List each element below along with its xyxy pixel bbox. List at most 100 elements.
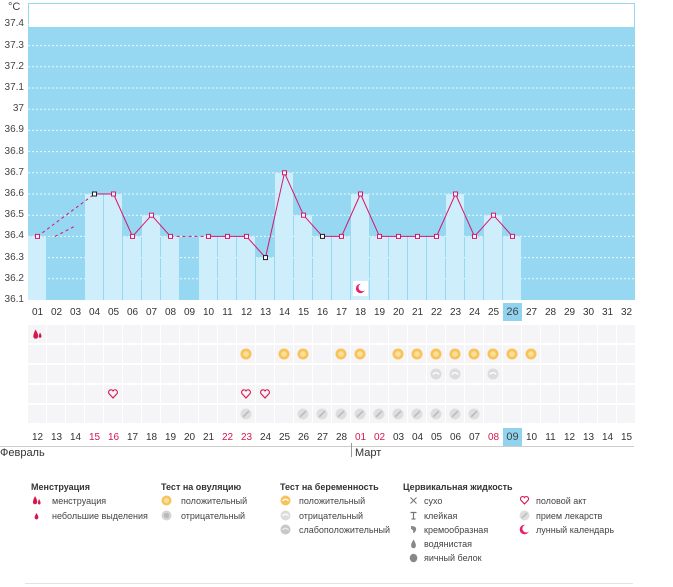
grid-cell[interactable] [465,385,483,403]
grid-cell[interactable] [180,325,198,343]
grid-cell[interactable] [313,385,331,403]
grid-cell[interactable] [389,365,407,383]
grid-cell[interactable] [66,365,84,383]
grid-cell[interactable] [408,325,426,343]
grid-cell[interactable] [389,325,407,343]
grid-cell[interactable] [199,385,217,403]
grid-cell[interactable] [465,325,483,343]
grid-cell[interactable] [294,365,312,383]
grid-cell[interactable] [294,385,312,403]
grid-cell[interactable] [351,385,369,403]
grid-cell[interactable] [579,345,597,363]
grid-cell[interactable] [446,345,464,363]
grid-cell[interactable] [28,345,46,363]
grid-cell[interactable] [66,345,84,363]
grid-cell[interactable] [237,325,255,343]
grid-cell[interactable] [237,365,255,383]
grid-cell[interactable] [275,365,293,383]
grid-cell[interactable] [161,405,179,423]
grid-cell[interactable] [560,385,578,403]
grid-cell[interactable] [465,405,483,423]
grid-cell[interactable] [598,325,616,343]
grid-cell[interactable] [484,385,502,403]
calendar-date[interactable]: 10 [525,432,538,443]
cycle-day-number[interactable]: 21 [411,307,424,318]
cycle-day-number[interactable]: 13 [259,307,272,318]
grid-cell[interactable] [66,405,84,423]
grid-cell[interactable] [142,385,160,403]
cycle-day-number[interactable]: 12 [240,307,253,318]
grid-cell[interactable] [218,325,236,343]
grid-cell[interactable] [180,385,198,403]
cycle-day-number[interactable]: 18 [354,307,367,318]
grid-cell[interactable] [275,325,293,343]
cycle-day-number[interactable]: 08 [164,307,177,318]
grid-cell[interactable] [503,385,521,403]
grid-cell[interactable] [484,405,502,423]
grid-cell[interactable] [104,385,122,403]
grid-cell[interactable] [465,345,483,363]
grid-cell[interactable] [427,385,445,403]
calendar-date[interactable]: 09 [503,428,522,446]
grid-cell[interactable] [408,345,426,363]
calendar-date[interactable]: 04 [411,432,424,443]
calendar-date[interactable]: 01 [354,432,367,443]
cycle-day-number[interactable]: 32 [620,307,633,318]
cycle-day-number[interactable]: 05 [107,307,120,318]
grid-cell[interactable] [332,405,350,423]
calendar-date[interactable]: 13 [582,432,595,443]
cycle-day-number[interactable]: 01 [31,307,44,318]
grid-cell[interactable] [541,405,559,423]
cycle-day-number[interactable]: 06 [126,307,139,318]
temperature-chart[interactable] [28,3,635,300]
calendar-date[interactable]: 21 [202,432,215,443]
grid-cell[interactable] [123,325,141,343]
cycle-day-number[interactable]: 10 [202,307,215,318]
cycle-day-number[interactable]: 16 [316,307,329,318]
cycle-day-number[interactable]: 07 [145,307,158,318]
grid-cell[interactable] [313,365,331,383]
grid-cell[interactable] [560,405,578,423]
grid-cell[interactable] [351,345,369,363]
grid-cell[interactable] [484,345,502,363]
grid-cell[interactable] [180,405,198,423]
grid-cell[interactable] [28,385,46,403]
grid-cell[interactable] [427,405,445,423]
grid-cell[interactable] [218,385,236,403]
calendar-date[interactable]: 24 [259,432,272,443]
cycle-day-number[interactable]: 31 [601,307,614,318]
grid-cell[interactable] [522,385,540,403]
grid-cell[interactable] [351,405,369,423]
grid-cell[interactable] [142,345,160,363]
cycle-day-number[interactable]: 28 [544,307,557,318]
grid-cell[interactable] [541,385,559,403]
calendar-date[interactable]: 27 [316,432,329,443]
grid-cell[interactable] [522,345,540,363]
grid-cell[interactable] [446,385,464,403]
grid-cell[interactable] [28,365,46,383]
grid-cell[interactable] [503,345,521,363]
grid-cell[interactable] [85,365,103,383]
grid-cell[interactable] [161,345,179,363]
grid-cell[interactable] [104,325,122,343]
grid-cell[interactable] [579,365,597,383]
cycle-day-number[interactable]: 17 [335,307,348,318]
calendar-date[interactable]: 22 [221,432,234,443]
grid-cell[interactable] [161,385,179,403]
cycle-day-number[interactable]: 23 [449,307,462,318]
grid-cell[interactable] [332,365,350,383]
cycle-day-number[interactable]: 15 [297,307,310,318]
grid-cell[interactable] [389,385,407,403]
grid-cell[interactable] [560,365,578,383]
grid-cell[interactable] [503,405,521,423]
calendar-date[interactable]: 03 [392,432,405,443]
cycle-day-number[interactable]: 29 [563,307,576,318]
grid-cell[interactable] [85,405,103,423]
grid-cell[interactable] [313,405,331,423]
grid-cell[interactable] [522,325,540,343]
grid-cell[interactable] [370,345,388,363]
calendar-date[interactable]: 20 [183,432,196,443]
grid-cell[interactable] [617,345,635,363]
grid-cell[interactable] [218,365,236,383]
grid-cell[interactable] [66,325,84,343]
